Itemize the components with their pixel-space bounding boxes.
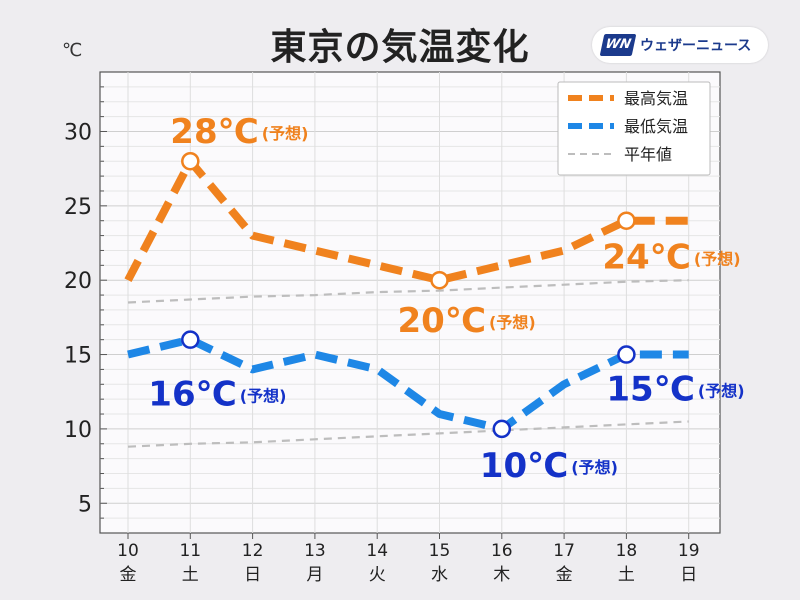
x-tick-label-weekday: 木 <box>493 565 510 585</box>
x-tick-label-date: 15 <box>429 541 451 561</box>
data-label: 20℃ (予想) <box>398 301 536 341</box>
y-tick-label: 25 <box>64 195 92 220</box>
data-point-marker <box>617 345 636 364</box>
series-line-high <box>124 157 689 285</box>
y-tick-label: 15 <box>64 344 92 369</box>
data-point-marker <box>430 270 449 290</box>
series-line-normal-lower <box>127 420 689 448</box>
data-point-marker <box>181 330 200 349</box>
data-point-marker <box>181 151 200 171</box>
legend-label: 平年値 <box>624 145 672 164</box>
data-label: 16℃ (予想) <box>148 375 286 415</box>
x-tick-label-date: 16 <box>491 541 513 561</box>
x-tick-label-weekday: 土 <box>182 565 199 585</box>
x-tick-label-date: 11 <box>179 541 201 561</box>
data-label: 24℃ (予想) <box>602 238 740 278</box>
x-tick-label-weekday: 日 <box>680 565 697 585</box>
brand-logo: WN ウェザーニュース <box>592 27 768 63</box>
y-tick-label: 5 <box>78 492 92 517</box>
x-tick-label-date: 17 <box>553 541 575 561</box>
y-axis-unit-label: ℃ <box>62 40 83 61</box>
data-point-marker <box>617 211 636 230</box>
x-tick-label-weekday: 火 <box>369 565 386 585</box>
x-tick-label-date: 14 <box>366 541 388 561</box>
x-tick-label-weekday: 金 <box>556 565 573 585</box>
y-tick-label: 30 <box>64 120 92 145</box>
chart-title: 東京の気温変化 <box>270 27 530 68</box>
x-tick-label-weekday: 土 <box>618 565 635 585</box>
brand-name: ウェザーニュース <box>640 38 752 54</box>
y-tick-label: 20 <box>64 269 92 294</box>
x-tick-label-weekday: 月 <box>306 565 323 585</box>
x-tick-label-date: 13 <box>304 541 326 561</box>
legend-label: 最低気温 <box>624 117 688 136</box>
x-tick-label-weekday: 金 <box>120 565 137 585</box>
x-tick-label-date: 18 <box>616 541 638 561</box>
x-tick-label-weekday: 水 <box>431 565 448 585</box>
legend-label: 最高気温 <box>624 89 688 108</box>
series-line-normal-upper <box>127 279 689 304</box>
x-tick-label-date: 19 <box>678 541 700 561</box>
data-point-marker <box>492 419 512 439</box>
data-label: 15℃ (予想) <box>606 370 744 410</box>
data-label: 10℃ (予想) <box>480 446 618 486</box>
x-tick-label-date: 12 <box>242 541 264 561</box>
x-tick-label-date: 10 <box>117 541 139 561</box>
series-line-low <box>127 335 689 433</box>
legend-box <box>557 81 711 176</box>
y-tick-label: 10 <box>64 418 92 443</box>
data-label: 28℃ (予想) <box>170 112 308 152</box>
x-tick-label-weekday: 日 <box>244 565 261 585</box>
